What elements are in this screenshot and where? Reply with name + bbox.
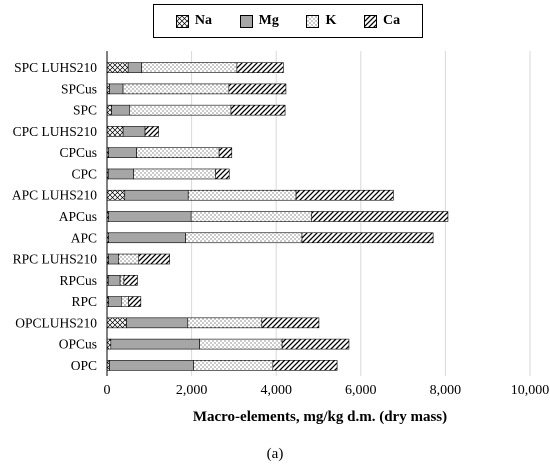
category-label-cpcus: CPCus xyxy=(59,145,97,160)
x-tick-label: 2,000 xyxy=(176,383,208,398)
legend-item-ca: Ca xyxy=(364,13,400,29)
bar-apcus-mg xyxy=(108,211,192,222)
bar-opcluhs210-mg xyxy=(126,317,189,329)
bar-rpc-luhs210-ca xyxy=(138,253,170,265)
bar-opcluhs210-k xyxy=(187,317,263,329)
bar-apc-luhs210-k xyxy=(187,189,297,201)
category-label-rpc: RPC xyxy=(71,294,97,309)
bar-spcus-k xyxy=(122,83,230,95)
category-label-cpc: CPC xyxy=(71,166,97,181)
category-label-spc-luhs210: SPC LUHS210 xyxy=(14,60,97,75)
bar-opcus-ca xyxy=(281,338,350,350)
legend: Na Mg K Ca xyxy=(153,4,423,38)
bar-cpc-luhs210-na xyxy=(106,126,124,137)
x-axis-label: Macro-elements, mg/kg d.m. (dry mass) xyxy=(193,409,447,425)
category-label-rpcus: RPCus xyxy=(59,273,97,288)
bar-cpcus-ca xyxy=(218,147,233,158)
bar-rpc-k xyxy=(121,296,129,307)
bar-opcus-k xyxy=(199,338,283,350)
bar-apcus-ca xyxy=(311,211,449,222)
legend-item-na: Na xyxy=(175,13,212,29)
bar-cpc-luhs210-ca xyxy=(144,126,159,137)
category-label-opcluhs210: OPCLUHS210 xyxy=(15,315,97,330)
x-tick-label: 4,000 xyxy=(260,383,292,398)
legend-label-na: Na xyxy=(194,13,212,28)
bar-opc-ca xyxy=(272,360,338,371)
category-label-rpc-luhs210: RPC LUHS210 xyxy=(13,252,98,267)
bar-rpc-luhs210-k xyxy=(118,253,140,265)
legend-label-mg: Mg xyxy=(258,13,279,28)
category-label-spc: SPC xyxy=(73,103,97,118)
bar-spc-ca xyxy=(230,104,286,116)
legend-item-k: K xyxy=(306,13,336,29)
bar-rpc-luhs210-mg xyxy=(108,253,119,265)
category-labels: SPC LUHS210 SPCus SPC CPC LUHS210 CPCus CPC AP… xyxy=(12,60,97,373)
bar-apc-k xyxy=(185,232,303,244)
bar-cpc-luhs210-mg xyxy=(122,126,146,137)
category-label-spcus: SPCus xyxy=(61,81,97,96)
bar-spc-luhs210-mg xyxy=(127,62,142,73)
legend-swatch-ca xyxy=(364,14,378,28)
category-label-opcus: OPCus xyxy=(59,337,97,352)
bar-apc-ca xyxy=(301,232,434,244)
bar-opcluhs210-ca xyxy=(261,317,320,329)
bar-opc-k xyxy=(193,360,274,371)
bar-opcus-na xyxy=(106,338,112,350)
bar-cpc-ca xyxy=(215,168,230,180)
x-tick-label: 10,000 xyxy=(511,383,550,398)
legend-swatch-mg xyxy=(239,14,253,28)
bar-apc-luhs210-ca xyxy=(295,189,394,201)
category-label-apc: APC xyxy=(71,230,97,245)
bar-spc-mg xyxy=(111,104,130,116)
bar-spcus-ca xyxy=(228,83,287,95)
x-tick-label: 6,000 xyxy=(345,383,377,398)
legend-item-mg: Mg xyxy=(239,13,279,29)
bar-rpc-mg xyxy=(108,296,122,307)
bars xyxy=(106,62,449,371)
bar-rpcus-mg xyxy=(107,274,121,286)
bar-opcus-mg xyxy=(110,338,200,350)
category-label-cpc-luhs210: CPC LUHS210 xyxy=(13,124,98,139)
legend-label-k: K xyxy=(325,13,337,28)
bar-cpcus-mg xyxy=(108,147,137,158)
bar-rpc-ca xyxy=(128,296,142,307)
legend-swatch-k xyxy=(306,14,320,28)
legend-swatch-na xyxy=(175,14,189,28)
bar-spc-k xyxy=(129,104,232,116)
bar-apc-mg xyxy=(108,232,186,244)
bar-spc-luhs210-ca xyxy=(236,62,284,73)
bar-cpcus-k xyxy=(136,147,220,158)
bar-cpc-mg xyxy=(107,168,134,180)
bar-spc-luhs210-k xyxy=(141,62,238,73)
category-label-apc-luhs210: APC LUHS210 xyxy=(12,188,97,203)
bar-opc-mg xyxy=(109,360,195,371)
bar-spc-na xyxy=(106,104,112,116)
figure-caption: (a) xyxy=(266,446,284,462)
bar-apcus-k xyxy=(190,211,313,222)
bar-apc-luhs210-mg xyxy=(124,189,189,201)
bar-rpcus-ca xyxy=(123,274,138,286)
x-tick-label: 0 xyxy=(104,383,111,398)
bar-rpcus-k xyxy=(119,274,125,286)
category-label-apcus: APCus xyxy=(59,209,97,224)
bar-spcus-mg xyxy=(109,83,124,95)
bar-apc-luhs210-na xyxy=(106,189,126,201)
x-tick-label: 8,000 xyxy=(430,383,462,398)
bar-cpc-k xyxy=(133,168,217,180)
category-label-opc: OPC xyxy=(71,358,97,373)
x-tick-labels: 0 2,000 4,000 6,000 8,000 10,000 xyxy=(104,383,550,398)
bar-spc-luhs210-na xyxy=(106,62,129,73)
legend-label-ca: Ca xyxy=(383,13,401,28)
bar-opcluhs210-na xyxy=(106,317,127,329)
